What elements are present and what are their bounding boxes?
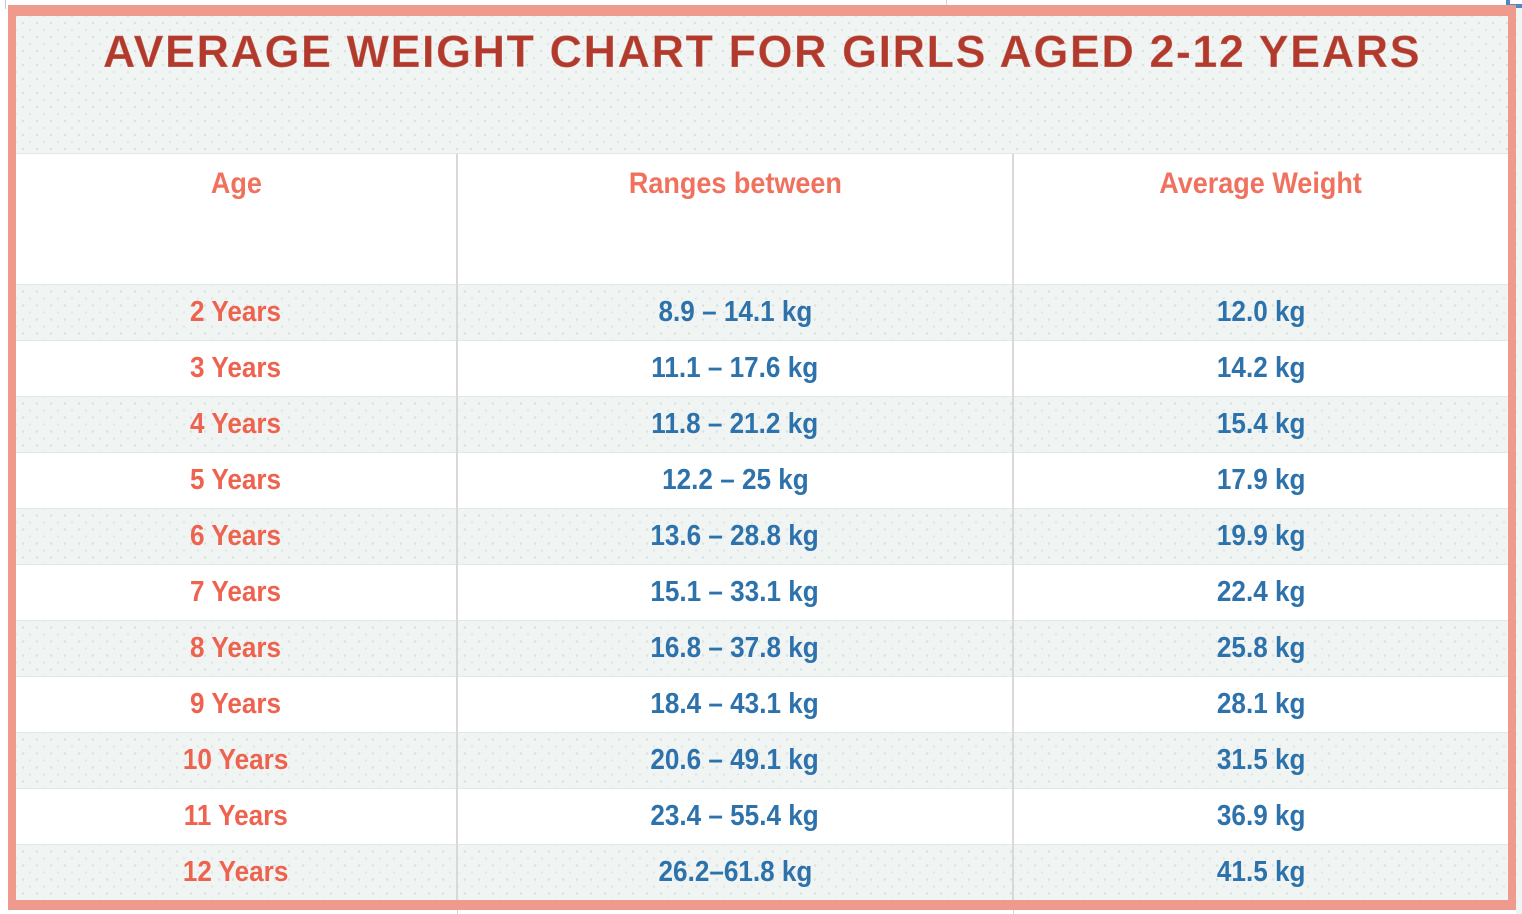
average-weight-cell[interactable]: 28.1 kg <box>1012 675 1508 732</box>
range-cell[interactable]: 20.6 – 49.1 kg <box>456 731 1013 788</box>
range-cell[interactable]: 8.9 – 14.1 kg <box>456 283 1013 340</box>
age-cell[interactable]: 9 Years <box>16 675 457 732</box>
spreadsheet-gridline-top-left <box>5 0 6 9</box>
weight-chart-table-object: AVERAGE WEIGHT CHART FOR GIRLS AGED 2-12… <box>8 5 1516 910</box>
average-weight-cell[interactable]: 31.5 kg <box>1012 731 1508 788</box>
age-cell[interactable]: 6 Years <box>16 507 457 564</box>
table-row: 2 Years 8.9 – 14.1 kg 12.0 kg <box>16 283 1508 340</box>
range-cell[interactable]: 23.4 – 55.4 kg <box>456 787 1013 844</box>
header-row: Age Ranges between Average Weight <box>16 154 1508 284</box>
age-cell[interactable]: 11 Years <box>16 787 457 844</box>
table-body: 2 Years 8.9 – 14.1 kg 12.0 kg 3 Years 11… <box>16 283 1508 900</box>
title-section: AVERAGE WEIGHT CHART FOR GIRLS AGED 2-12… <box>16 16 1508 154</box>
canvas-background-strip <box>1516 6 1522 914</box>
range-cell[interactable]: 11.1 – 17.6 kg <box>456 339 1013 396</box>
average-weight-cell[interactable]: 14.2 kg <box>1012 339 1508 396</box>
table-row: 10 Years 20.6 – 49.1 kg 31.5 kg <box>16 731 1508 788</box>
age-cell[interactable]: 2 Years <box>16 283 457 340</box>
column-header-ranges-between[interactable]: Ranges between <box>456 154 1013 284</box>
table-row: 9 Years 18.4 – 43.1 kg 28.1 kg <box>16 675 1508 732</box>
age-cell[interactable]: 4 Years <box>16 395 457 452</box>
average-weight-cell[interactable]: 15.4 kg <box>1012 395 1508 452</box>
age-cell[interactable]: 7 Years <box>16 563 457 620</box>
column-header-age[interactable]: Age <box>16 154 457 284</box>
table-row: 7 Years 15.1 – 33.1 kg 22.4 kg <box>16 563 1508 620</box>
average-weight-cell[interactable]: 12.0 kg <box>1012 283 1508 340</box>
table-row: 11 Years 23.4 – 55.4 kg 36.9 kg <box>16 787 1508 844</box>
page-title: AVERAGE WEIGHT CHART FOR GIRLS AGED 2-12… <box>102 26 1422 78</box>
range-cell[interactable]: 16.8 – 37.8 kg <box>456 619 1013 676</box>
spreadsheet-gridline-top-middle <box>946 0 947 5</box>
age-cell[interactable]: 12 Years <box>16 843 457 900</box>
average-weight-cell[interactable]: 41.5 kg <box>1012 843 1508 900</box>
table-row: 4 Years 11.8 – 21.2 kg 15.4 kg <box>16 395 1508 452</box>
average-weight-cell[interactable]: 17.9 kg <box>1012 451 1508 508</box>
average-weight-cell[interactable]: 36.9 kg <box>1012 787 1508 844</box>
table-row: 6 Years 13.6 – 28.8 kg 19.9 kg <box>16 507 1508 564</box>
table-row: 5 Years 12.2 – 25 kg 17.9 kg <box>16 451 1508 508</box>
range-cell[interactable]: 15.1 – 33.1 kg <box>456 563 1013 620</box>
age-cell[interactable]: 5 Years <box>16 451 457 508</box>
table-row: 8 Years 16.8 – 37.8 kg 25.8 kg <box>16 619 1508 676</box>
spreadsheet-gridline-bottom-right-column <box>1013 910 1014 914</box>
column-header-average-weight[interactable]: Average Weight <box>1012 154 1508 284</box>
range-cell[interactable]: 26.2–61.8 kg <box>456 843 1013 900</box>
range-cell[interactable]: 12.2 – 25 kg <box>456 451 1013 508</box>
age-cell[interactable]: 8 Years <box>16 619 457 676</box>
range-cell[interactable]: 13.6 – 28.8 kg <box>456 507 1013 564</box>
range-cell[interactable]: 18.4 – 43.1 kg <box>456 675 1013 732</box>
range-cell[interactable]: 11.8 – 21.2 kg <box>456 395 1013 452</box>
table-row: 3 Years 11.1 – 17.6 kg 14.2 kg <box>16 339 1508 396</box>
age-cell[interactable]: 10 Years <box>16 731 457 788</box>
table-row: 12 Years 26.2–61.8 kg 41.5 kg <box>16 843 1508 900</box>
weight-table: Age Ranges between Average Weight 2 Year… <box>16 154 1508 900</box>
average-weight-cell[interactable]: 19.9 kg <box>1012 507 1508 564</box>
average-weight-cell[interactable]: 22.4 kg <box>1012 563 1508 620</box>
average-weight-cell[interactable]: 25.8 kg <box>1012 619 1508 676</box>
spreadsheet-gridline-bottom-left-column <box>457 910 458 914</box>
age-cell[interactable]: 3 Years <box>16 339 457 396</box>
